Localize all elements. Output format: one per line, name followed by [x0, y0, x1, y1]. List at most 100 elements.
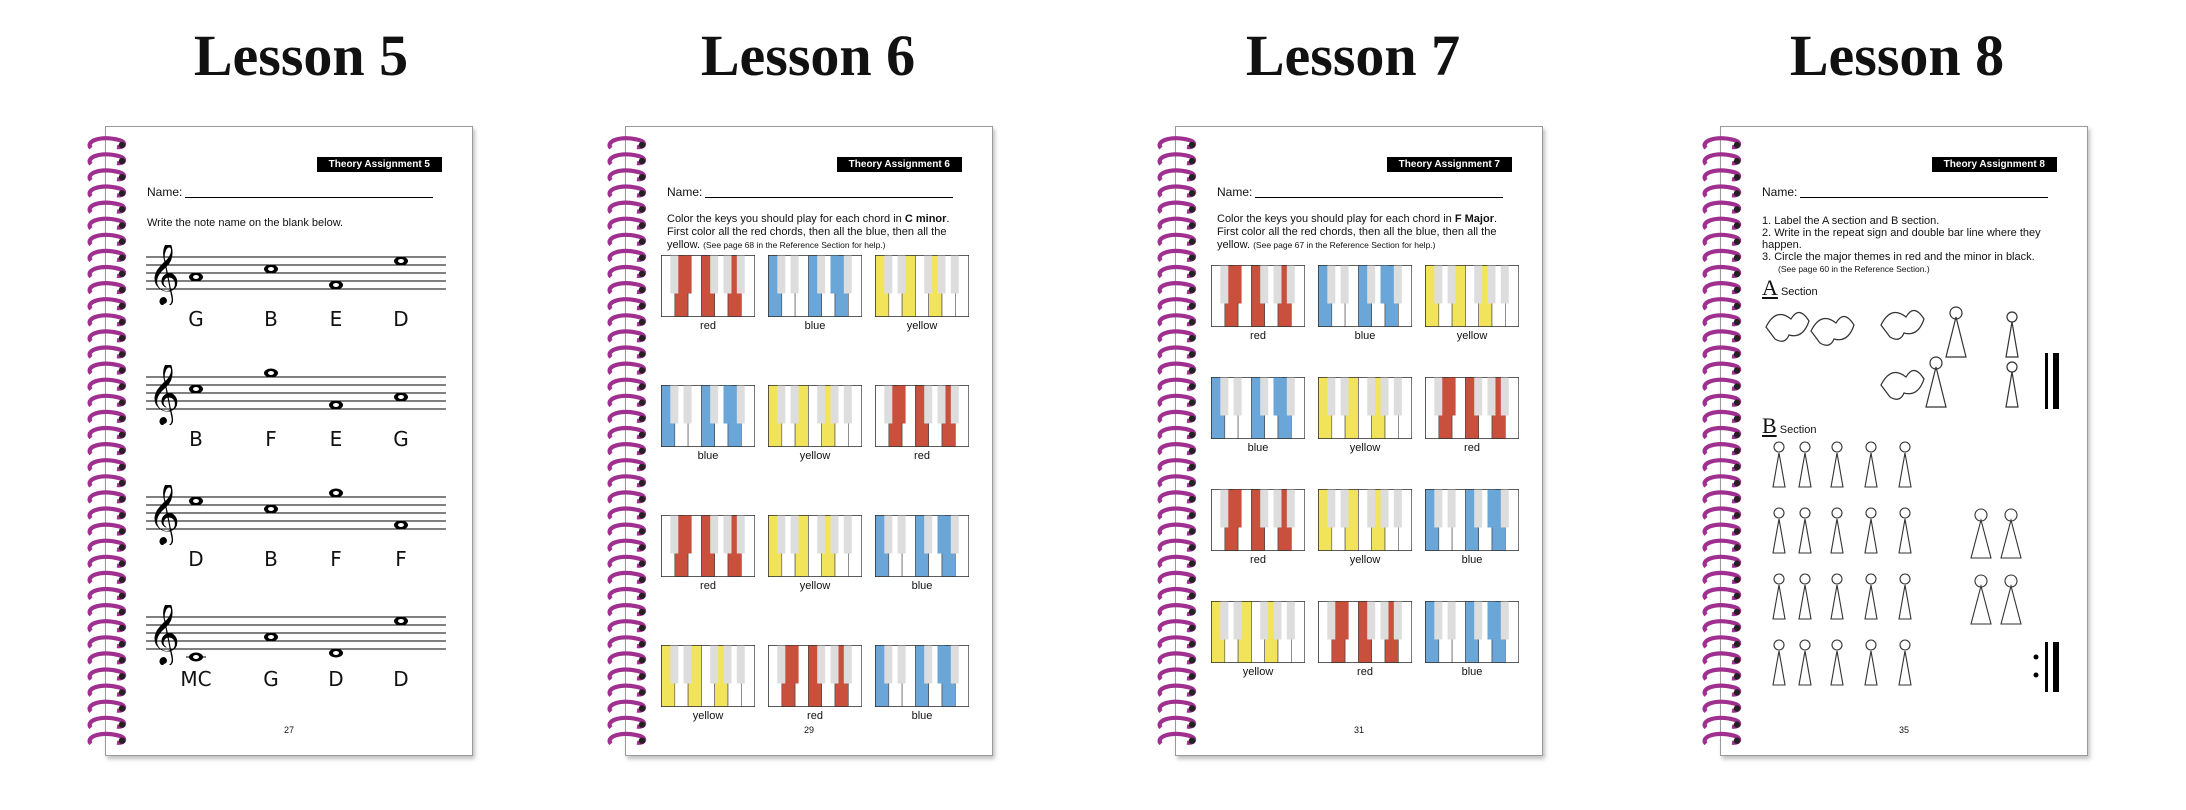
- black-key: [884, 515, 893, 554]
- piano-keyboard: red: [661, 255, 755, 332]
- binding-hole: [118, 592, 126, 599]
- black-key: [777, 515, 786, 554]
- binding-hole: [638, 657, 646, 664]
- chord-color-label: yellow: [1242, 666, 1274, 678]
- black-key: [1380, 377, 1389, 416]
- chord-color-label: red: [1250, 554, 1266, 566]
- binding-hole: [638, 399, 646, 406]
- black-key: [897, 515, 906, 554]
- keyboard-icon: [1318, 601, 1412, 663]
- binding-hole: [1733, 190, 1741, 197]
- coil-loop: [1702, 570, 1742, 585]
- coil-loop: [607, 570, 647, 585]
- coil-loop: [87, 409, 127, 424]
- keyboard-icon: [875, 645, 969, 707]
- coil-loop: [607, 329, 647, 343]
- black-key: [843, 255, 852, 294]
- assignment-badge: Theory Assignment 7: [1386, 157, 1512, 172]
- black-key: [950, 515, 959, 554]
- keyboard-icon: [1318, 489, 1412, 551]
- character-sketch: [1830, 507, 1844, 554]
- binding-hole: [638, 141, 646, 149]
- spiral-binding-icon: [1702, 136, 1742, 746]
- black-key: [1340, 377, 1349, 416]
- black-key: [1327, 377, 1336, 416]
- binding-hole: [638, 415, 646, 422]
- coil-loop: [87, 699, 127, 713]
- black-key: [830, 385, 839, 424]
- binding-hole: [1733, 254, 1741, 261]
- chord-color-label: yellow: [799, 450, 831, 462]
- binding-hole: [118, 157, 126, 165]
- black-key: [817, 255, 826, 294]
- worksheet-page: Theory Assignment 7 Name: Color the keys…: [1175, 126, 1543, 756]
- coil-loop: [87, 538, 127, 552]
- coil-loop: [87, 667, 127, 681]
- staff-3: 𝄞 D B F F: [146, 481, 446, 575]
- black-key: [830, 645, 839, 684]
- black-key: [1340, 601, 1349, 640]
- binding-hole: [118, 383, 126, 390]
- keyboard-icon: [661, 645, 755, 707]
- worksheet-page: Theory Assignment 8 Name: 1. Label the A…: [1720, 126, 2088, 756]
- black-key: [1447, 377, 1456, 416]
- character-sketch: [1898, 573, 1912, 620]
- chord-color-label: red: [807, 710, 823, 722]
- binding-hole: [638, 431, 646, 438]
- binding-hole: [1188, 463, 1196, 471]
- note-answer: MC: [180, 667, 212, 691]
- lesson-8-title: Lesson 8: [1789, 23, 2005, 88]
- binding-hole: [118, 351, 126, 358]
- keyboard-icon: [1318, 377, 1412, 439]
- instruction-item: 2. Write in the repeat sign and double b…: [1762, 227, 2041, 251]
- black-key: [736, 385, 745, 424]
- black-key: [1273, 377, 1282, 416]
- black-key: [1487, 489, 1496, 528]
- character-sketch: [2000, 574, 2022, 625]
- coil-loop: [607, 200, 647, 214]
- binding-hole: [1188, 544, 1196, 551]
- coil-loop: [87, 265, 127, 279]
- black-key: [1286, 377, 1295, 416]
- binding-hole: [1188, 286, 1196, 294]
- coil-loop: [1157, 635, 1197, 649]
- binding-hole: [1733, 222, 1741, 229]
- binding-hole: [1188, 351, 1196, 358]
- coil-loop: [87, 506, 127, 520]
- binding-hole: [118, 270, 126, 277]
- piano-keyboard: blue: [661, 385, 755, 462]
- black-key: [937, 515, 946, 554]
- coil-loop: [1157, 506, 1197, 520]
- coil-loop: [87, 313, 127, 327]
- binding-hole: [118, 657, 126, 664]
- assignment-badge: Theory Assignment 8: [1931, 157, 2057, 172]
- binding-hole: [118, 431, 126, 438]
- coil-loop: [1157, 232, 1197, 247]
- coil-loop: [607, 216, 647, 230]
- coil-loop: [87, 345, 127, 359]
- character-sketch: [1970, 508, 1992, 559]
- coil-loop: [1157, 442, 1197, 456]
- note-answer: D: [393, 307, 409, 331]
- coil-loop: [1157, 587, 1197, 601]
- piano-keyboard: blue: [875, 645, 969, 722]
- binding-hole: [638, 190, 646, 197]
- keyboard-icon: [1211, 377, 1305, 439]
- binding-hole: [1188, 528, 1196, 535]
- binding-hole: [118, 206, 126, 213]
- black-key: [1367, 377, 1376, 416]
- character-sketch: [1864, 573, 1878, 620]
- keyboard-icon: [661, 255, 755, 317]
- black-key: [1393, 377, 1402, 416]
- black-key: [710, 255, 719, 294]
- assignment-badge: Theory Assignment 6: [836, 157, 962, 172]
- coil-loop: [1702, 393, 1742, 408]
- binding-hole: [638, 254, 646, 261]
- coil-loop: [1702, 345, 1742, 359]
- binding-hole: [1188, 270, 1196, 277]
- coil-loop: [1157, 554, 1197, 569]
- coil-loop: [87, 393, 127, 408]
- black-key: [670, 385, 679, 424]
- workbook-lesson-7: Theory Assignment 7 Name: Color the keys…: [1155, 126, 1543, 756]
- chord-color-label: blue: [1354, 330, 1376, 342]
